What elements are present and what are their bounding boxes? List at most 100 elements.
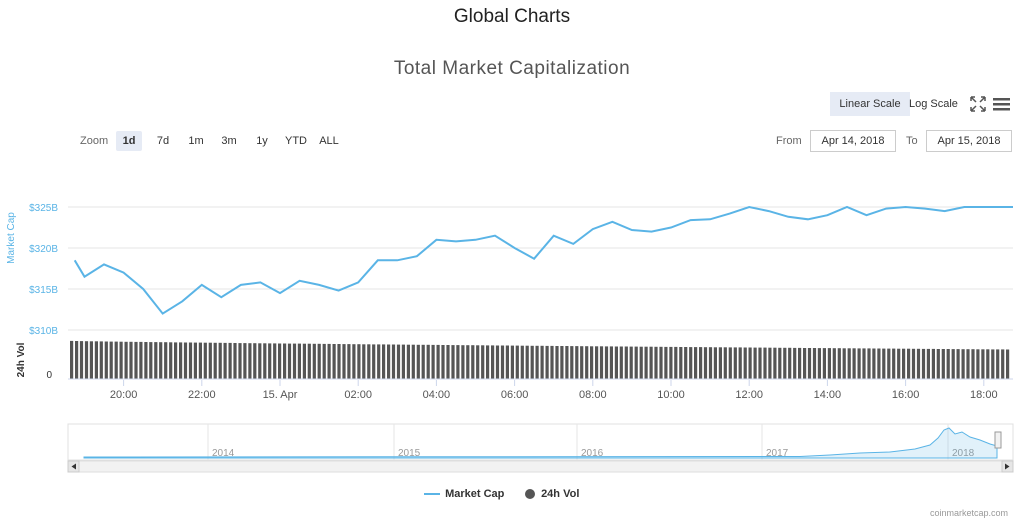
volume-bar [431,344,435,379]
volume-bar [411,344,415,379]
volume-bar [996,349,1000,379]
volume-bar [619,346,623,379]
volume-bar [337,344,341,379]
zoom-7d-button[interactable]: 7d [156,135,170,147]
to-date-input[interactable]: Apr 15, 2018 [926,130,1012,152]
volume-bar [703,347,708,379]
navigator-year-label: 2014 [212,448,235,459]
x-tick-label: 22:00 [188,389,216,401]
volume-bar [357,344,361,379]
volume-bar [689,347,693,379]
volume-bar [233,343,237,379]
volume-bar [317,343,321,379]
volume-bar [921,348,926,379]
volume-bar [639,346,643,379]
volume-bar [629,346,633,379]
x-tick-label: 06:00 [501,389,529,401]
linear-scale-button[interactable]: Linear Scale [830,92,910,116]
x-tick-label: 14:00 [814,389,842,401]
x-tick-label: 04:00 [423,389,451,401]
volume-bar [322,343,326,379]
volume-bar [471,345,475,379]
volume-bar [644,346,648,379]
volume-bar [144,342,148,379]
volume-bar [258,343,262,379]
volume-bar [778,347,782,379]
volume-bar [694,347,698,379]
volume-bar [248,343,252,379]
volume-bar [743,347,747,379]
volume-bar [768,347,772,379]
volume-bar [188,342,193,379]
volume-bar [723,347,727,379]
fullscreen-icon[interactable] [970,96,986,112]
volume-bar [302,343,306,379]
volume-bar [154,342,158,379]
volume-bar [614,346,618,379]
volume-bar [99,341,103,379]
volume-bar [738,347,742,379]
zoom-1m-button[interactable]: 1m [188,135,204,147]
from-date-input[interactable]: Apr 14, 2018 [810,130,896,152]
volume-bar [599,346,604,379]
volume-bar [372,344,376,379]
log-scale-button[interactable]: Log Scale [909,98,958,110]
volume-bar [124,341,128,379]
navigator-handle[interactable] [994,431,1002,449]
volume-bar [733,347,737,379]
legend-item-market-cap[interactable]: Market Cap [424,487,504,501]
volume-bar [278,343,282,379]
zoom-1y-button[interactable]: 1y [256,135,268,147]
to-label: To [906,135,918,147]
x-tick-label: 12:00 [735,389,763,401]
volume-bar [421,344,425,379]
volume-bar [89,341,93,379]
volume-bar [312,343,316,379]
zoom-3m-button[interactable]: 3m [221,135,237,147]
volume-bar [243,343,247,379]
volume-bar [664,346,668,379]
volume-bar [847,348,851,379]
volume-bar [911,348,916,379]
scroll-right-button[interactable] [1001,460,1014,473]
y-tick-label: $315B [29,285,58,296]
volume-bar [218,342,222,379]
volume-bar [283,343,287,379]
volume-bar [70,340,74,379]
menu-icon[interactable] [993,96,1010,112]
volume-bar [763,347,767,379]
zoom-1d-button[interactable]: 1d [116,131,142,151]
volume-bar [491,345,495,379]
volume-bar [674,346,678,379]
volume-bar [981,349,985,379]
volume-bar [728,347,732,379]
volume-bar [857,348,861,379]
volume-bar [84,341,89,379]
volume-bar [817,348,821,379]
volume-bar [238,343,242,379]
volume-bar [634,346,638,379]
volume-bar [292,343,297,379]
volume-bar [119,341,123,379]
volume-bar [1006,349,1010,379]
volume-bar [565,346,569,379]
volume-bar [699,347,703,379]
volume-bar [268,343,272,379]
volume-bar [94,341,98,379]
zoom-label: Zoom [80,135,109,147]
volume-bar [926,348,930,379]
y-tick-label: $325B [29,203,58,214]
scrollbar-track[interactable] [67,460,1014,473]
vol-axis-title: 24h Vol [16,342,27,377]
volume-bar [486,345,490,379]
zoom-all-button[interactable]: ALL [319,135,339,147]
legend-item-24h-vol[interactable]: 24h Vol [524,487,579,501]
navigator[interactable]: 2014 2015 2016 2017 2018 [67,423,1014,473]
zoom-ytd-button[interactable]: YTD [285,135,307,147]
volume-bar [500,345,505,379]
volume-bar [253,343,257,379]
volume-bar [713,347,717,379]
scroll-left-button[interactable] [67,460,80,473]
volume-bar [892,348,896,379]
volume-bar [510,345,514,379]
